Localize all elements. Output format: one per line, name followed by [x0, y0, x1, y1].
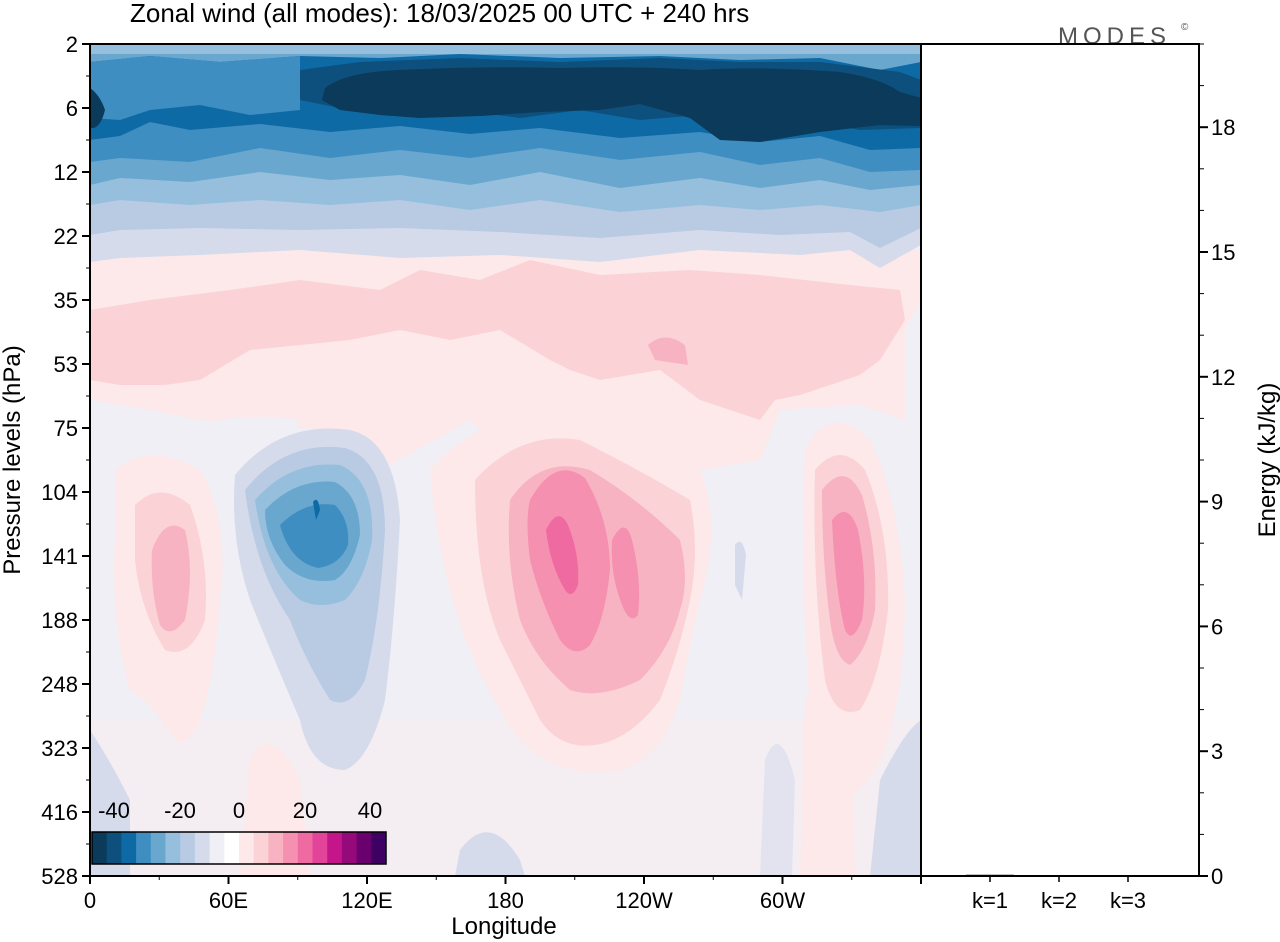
- energy-tick-label: 3: [1211, 739, 1223, 764]
- pressure-tick-label: 141: [41, 544, 78, 569]
- modes-logo-mark: ©: [1181, 22, 1193, 33]
- zonal-wind-heatmap: [90, 44, 921, 876]
- colorbar-frame: [91, 831, 387, 865]
- field-low-lavender-4: [760, 744, 795, 876]
- longitude-tick-label: 120W: [615, 888, 673, 913]
- energy-bar: [966, 874, 1014, 877]
- pressure-tick-label: 2: [66, 32, 78, 57]
- colorbar-label-neg20: -20: [164, 798, 196, 823]
- field-tro-pink-180-l4b: [611, 527, 640, 619]
- colorbar-swatches: [92, 832, 387, 864]
- field-upper-b7b: [90, 56, 300, 120]
- energy-category-label: k=2: [1041, 888, 1077, 913]
- pressure-tick-label: 35: [54, 288, 78, 313]
- energy-category-label: k=3: [1110, 888, 1146, 913]
- pressure-tick-label: 248: [41, 672, 78, 697]
- colorbar-swatch: [356, 832, 372, 864]
- colorbar-label-neg40: -40: [98, 798, 130, 823]
- energy-bars: [966, 874, 1152, 877]
- field-low-lavender-2: [455, 832, 525, 876]
- longitude-tick-label: 0: [84, 888, 96, 913]
- field-strat-pink-core: [648, 337, 688, 365]
- colorbar-label-20: 20: [293, 798, 317, 823]
- longitude-axis-label: Longitude: [451, 913, 556, 940]
- energy-tick-label: 9: [1211, 490, 1223, 515]
- energy-tick-label: 6: [1211, 614, 1223, 639]
- colorbar-swatch: [283, 832, 299, 864]
- pressure-axis: 2 6 12 22 35 53 75 104 141 188 248 323 416 528: [41, 32, 90, 889]
- colorbar: -40 -20 0 20 40: [91, 798, 387, 865]
- energy-tick-label: 12: [1211, 365, 1235, 390]
- pressure-tick-label: 323: [41, 736, 78, 761]
- field-tro-pink-30e-core: [151, 525, 190, 632]
- energy-categories: k=1 k=2 k=3: [972, 876, 1146, 913]
- colorbar-swatch: [297, 832, 313, 864]
- field-tro-pink-45w-core: [832, 512, 865, 636]
- energy-tick-label: 18: [1211, 115, 1235, 140]
- longitude-tick-label: 120E: [341, 888, 392, 913]
- colorbar-swatch: [121, 832, 137, 864]
- longitude-axis: 0 60E 120E 180 120W 60W: [84, 876, 922, 913]
- field-low-lavender-3: [870, 720, 921, 876]
- colorbar-label-40: 40: [358, 798, 382, 823]
- pressure-tick-label: 416: [41, 800, 78, 825]
- colorbar-swatch: [268, 832, 284, 864]
- colorbar-swatch: [150, 832, 166, 864]
- energy-bar: [1035, 875, 1083, 877]
- longitude-tick-label: 60E: [209, 888, 248, 913]
- pressure-tick-label: 6: [66, 96, 78, 121]
- energy-axis: 0 3 6 9 12 15 18: [1199, 43, 1235, 889]
- pressure-tick-label: 528: [41, 864, 78, 889]
- longitude-tick-label: 60W: [760, 888, 805, 913]
- colorbar-swatch: [371, 832, 387, 864]
- colorbar-swatch: [312, 832, 328, 864]
- colorbar-swatch: [253, 832, 269, 864]
- field-upper-b9: [90, 44, 921, 54]
- field-tro-blue-100e-l5: [280, 504, 349, 568]
- colorbar-swatch: [194, 832, 211, 864]
- colorbar-swatch: [224, 832, 240, 864]
- pressure-tick-label: 22: [54, 224, 78, 249]
- colorbar-swatch: [92, 832, 108, 864]
- energy-axis-label: Energy (kJ/kg): [1254, 383, 1280, 538]
- colorbar-swatch: [136, 832, 152, 864]
- pressure-tick-label: 104: [41, 480, 78, 505]
- colorbar-swatch: [106, 832, 122, 864]
- energy-category-label: k=1: [972, 888, 1008, 913]
- energy-panel-frame: [920, 43, 1200, 877]
- colorbar-swatch: [327, 832, 343, 864]
- pressure-tick-label: 75: [54, 416, 78, 441]
- pressure-tick-label: 188: [41, 608, 78, 633]
- colorbar-swatch: [341, 832, 358, 864]
- field-upper-core-1: [322, 67, 921, 142]
- field-upper-core-2: [90, 88, 105, 129]
- pressure-axis-label: Pressure levels (hPa): [0, 345, 26, 574]
- energy-bar: [1104, 875, 1152, 877]
- colorbar-swatch: [180, 832, 196, 864]
- energy-tick-label: 0: [1211, 864, 1223, 889]
- field-strat-pink-inner: [90, 260, 905, 420]
- field-tro-lavender-60w: [735, 541, 746, 600]
- colorbar-swatch: [209, 832, 225, 864]
- field-tro-blue-100e-core: [313, 499, 320, 520]
- field-strat-hole-2: [180, 416, 300, 470]
- colorbar-swatch: [239, 832, 255, 864]
- field-tro-pink-180-core: [546, 516, 579, 594]
- energy-tick-label: 15: [1211, 240, 1235, 265]
- longitude-tick-label: 180: [487, 888, 524, 913]
- pressure-tick-label: 12: [54, 160, 78, 185]
- energy-panel: 0 3 6 9 12 15 18 k=1 k=2 k=3 Energy (kJ/kg): [920, 43, 1280, 913]
- colorbar-swatch: [165, 832, 181, 864]
- colorbar-label-0: 0: [233, 798, 245, 823]
- pressure-tick-label: 53: [54, 352, 78, 377]
- chart-title: Zonal wind (all modes): 18/03/2025 00 UT…: [130, 0, 749, 28]
